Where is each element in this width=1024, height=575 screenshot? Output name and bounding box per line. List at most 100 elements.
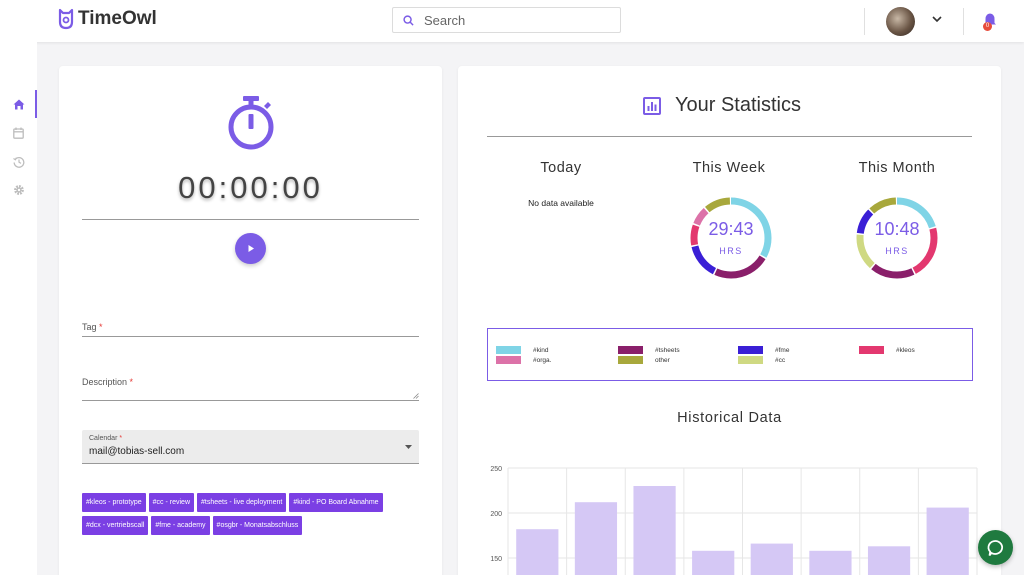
legend-label: #cc — [775, 356, 786, 364]
chart-bar[interactable] — [516, 529, 559, 575]
chat-bubble-icon — [987, 539, 1003, 556]
gear-icon — [13, 185, 24, 195]
today-empty-text: No data available — [528, 198, 594, 208]
chart-bar[interactable] — [809, 550, 852, 575]
statistics-title: Your Statistics — [675, 94, 801, 116]
timer-card: 00:00:00 Tag * Description * Calendar * … — [59, 66, 442, 575]
y-tick-label: 250 — [490, 466, 502, 473]
legend-swatch — [496, 356, 521, 364]
sidebar-item-history[interactable] — [0, 148, 37, 176]
description-field[interactable]: Description * — [82, 377, 133, 387]
history-icon — [12, 157, 24, 168]
play-icon — [248, 245, 254, 252]
chart-legend: #kind #tsheets #fme #kleos #orga. other #cc — [487, 328, 973, 381]
week-donut-chart: 29:43 HRS — [690, 197, 772, 279]
chart-bar[interactable] — [692, 550, 735, 575]
start-timer-button[interactable] — [235, 233, 266, 264]
calendar-select-value: mail@tobias-sell.com — [89, 446, 185, 457]
search-icon — [403, 14, 414, 26]
bar-chart-icon — [643, 96, 661, 115]
timer-display: 00:00:00 — [178, 170, 323, 205]
chevron-down-icon[interactable] — [932, 15, 942, 23]
legend-swatch — [738, 346, 763, 354]
search-box[interactable] — [392, 7, 621, 33]
sidebar — [0, 42, 37, 575]
statistics-header: Your Statistics — [643, 94, 801, 117]
legend-item[interactable]: #fme — [738, 346, 789, 354]
historical-bar-chart: 250 200 150 — [490, 466, 978, 575]
top-bar: TimeOwl 0 — [0, 0, 1024, 42]
description-field-label: Description — [82, 377, 128, 387]
chart-bar[interactable] — [867, 546, 911, 575]
legend-item[interactable]: #kleos — [859, 346, 915, 354]
quick-tag-chip[interactable]: #dcx - vertriebscall — [82, 516, 149, 535]
header-divider — [963, 8, 964, 35]
donut-segment — [690, 197, 772, 279]
required-mark: * — [99, 322, 103, 332]
month-donut-chart: 10:48 HRS — [856, 197, 938, 279]
legend-item[interactable]: #orga. — [496, 356, 551, 364]
month-total-value: 10:48 — [874, 219, 919, 239]
description-field-underline — [82, 400, 419, 401]
legend-swatch — [496, 346, 521, 354]
required-mark: * — [129, 377, 134, 387]
tag-field[interactable]: Tag * — [82, 322, 103, 332]
chart-bar[interactable] — [574, 502, 618, 575]
y-tick-label: 150 — [490, 556, 502, 563]
avatar[interactable] — [886, 7, 915, 36]
quick-tag-chip[interactable]: #fme - academy — [151, 516, 210, 535]
legend-swatch — [738, 356, 763, 364]
today-title: Today — [540, 160, 582, 176]
donut-segment — [856, 197, 938, 279]
donut-segment — [690, 197, 772, 279]
quick-tag-chip[interactable]: #kind - PO Board Abnahme — [289, 493, 383, 512]
tag-field-label: Tag — [82, 322, 97, 332]
notification-badge: 0 — [983, 22, 992, 31]
stopwatch-icon — [228, 96, 274, 150]
week-total-unit: HRS — [719, 246, 743, 256]
owl-logo-icon — [58, 8, 74, 30]
legend-label: #kind — [533, 346, 549, 354]
dropdown-arrow-icon — [405, 445, 412, 449]
statistics-card: Your Statistics Today No data available … — [458, 66, 1001, 575]
legend-item[interactable]: other — [618, 356, 670, 364]
sidebar-item-settings[interactable] — [0, 176, 37, 204]
legend-item[interactable]: #cc — [738, 356, 785, 364]
legend-item[interactable]: #tsheets — [618, 346, 680, 354]
legend-label: #kleos — [896, 346, 915, 354]
chart-bar[interactable] — [633, 486, 676, 575]
divider — [82, 219, 419, 220]
divider — [487, 136, 972, 137]
app-logo[interactable]: TimeOwl — [58, 8, 157, 30]
quick-tag-chip[interactable]: #kleos - prototype — [82, 493, 146, 512]
legend-label: #orga. — [533, 356, 552, 364]
legend-swatch — [859, 346, 884, 354]
calendar-select[interactable]: Calendar * mail@tobias-sell.com — [82, 430, 419, 464]
donut-segment — [856, 197, 938, 279]
y-tick-label: 200 — [490, 511, 502, 518]
app-name: TimeOwl — [78, 8, 157, 29]
donut-segment — [856, 197, 938, 279]
historical-data-title: Historical Data — [677, 410, 782, 426]
donut-segment — [690, 197, 772, 279]
chat-button[interactable] — [978, 530, 1013, 565]
month-total-unit: HRS — [885, 246, 909, 256]
legend-label: other — [655, 356, 670, 364]
search-input[interactable] — [424, 12, 604, 28]
sidebar-item-calendar[interactable] — [0, 119, 37, 147]
chart-bar[interactable] — [750, 543, 793, 575]
quick-tags: #kleos - prototype #cc - review #tsheets -… — [82, 493, 419, 535]
chart-bar[interactable] — [926, 507, 969, 575]
quick-tag-chip[interactable]: #tsheets - live deployment — [197, 493, 287, 512]
legend-label: #fme — [775, 346, 790, 354]
week-title: This Week — [692, 160, 766, 176]
tag-field-underline — [82, 336, 419, 337]
quick-tag-chip[interactable]: #osgbr - Monatsabschluss — [212, 516, 303, 535]
quick-tag-chip[interactable]: #cc - review — [148, 493, 194, 512]
sidebar-item-home[interactable] — [0, 90, 37, 118]
month-title: This Month — [858, 160, 936, 176]
legend-label: #tsheets — [655, 346, 680, 354]
calendar-select-label: Calendar * — [89, 435, 123, 442]
resize-handle-icon[interactable] — [413, 393, 419, 399]
legend-item[interactable]: #kind — [496, 346, 549, 354]
